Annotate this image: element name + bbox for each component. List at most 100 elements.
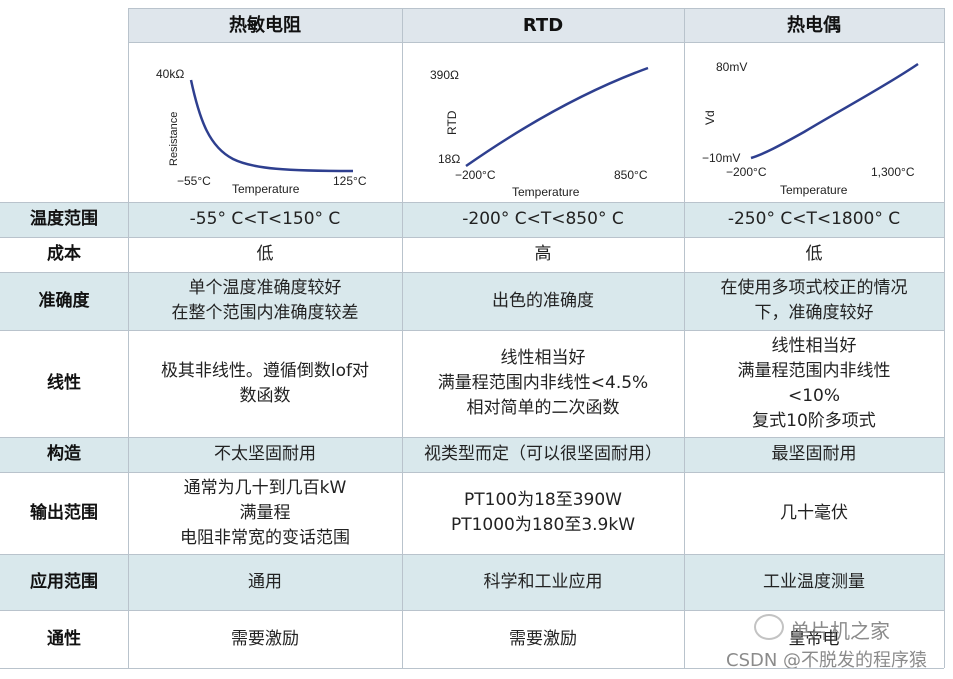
cell-line: 满量程范围内非线性 [737, 360, 891, 381]
row-label: 应用范围 [0, 554, 128, 610]
cell-thermistor: 不太坚固耐用 [128, 437, 402, 472]
cell-thermistor: 低 [128, 237, 402, 272]
cell-line: 线性相当好 [500, 348, 586, 368]
cell-line: 满量程范围内非线性<4.5% [437, 373, 649, 393]
cell-line: PT100为18至390W [464, 490, 622, 510]
thermocouple-y-top: 80mV [716, 60, 747, 74]
cell-rtd-lines: 高 [535, 242, 552, 267]
cell-line: <10% [787, 385, 841, 406]
chart-thermistor: 40kΩ Resistance −55°C Temperature 125°C [128, 42, 402, 202]
cell-line: 需要激励 [231, 628, 299, 649]
cell-rtd: PT100为18至390W PT1000为180至3.9kW [402, 472, 684, 554]
cell-rtd-lines: 出色的准确度 [492, 289, 594, 314]
cell-line: 低 [805, 244, 823, 264]
cell-thermistor-lines: 需要激励 [231, 627, 299, 652]
cell-line: 复式10阶多项式 [752, 410, 876, 431]
row-divider [0, 610, 944, 611]
thermistor-y-label: Resistance [168, 112, 180, 166]
row-label: 构造 [0, 437, 128, 472]
row-divider [0, 202, 944, 203]
cell-line: 出色的准确度 [492, 290, 594, 311]
header-blank [0, 8, 128, 42]
rtd-curve-svg: 390Ω RTD 18Ω −200°C Temperature 850°C [430, 66, 649, 199]
cell-line: 皇帝电 [788, 628, 840, 649]
thermistor-curve [189, 79, 354, 173]
rtd-y-top: 390Ω [430, 68, 459, 82]
thermistor-curve-svg: 40kΩ Resistance −55°C Temperature 125°C [156, 67, 367, 196]
thermocouple-x-left: −200°C [726, 165, 767, 179]
row-divider [128, 8, 944, 9]
cell-thermistor: 通用 [128, 554, 402, 610]
header-thermocouple: 热电偶 [684, 8, 944, 42]
row-label: 成本 [0, 237, 128, 272]
watermark-csdn: CSDN @不脱发的程序猿 [726, 650, 928, 671]
cell-thermistor: 极其非线性。遵循倒数lof对 数函数 [128, 330, 402, 437]
row-label: 线性 [0, 330, 128, 437]
row-divider [0, 554, 944, 555]
cell-thermistor-lines: 通常为几十到几百kW 满量程 电阻非常宽的变话范围 [180, 476, 350, 551]
cell-line: 通用 [248, 571, 282, 592]
cell-line: 在使用多项式校正的情况 [720, 278, 908, 298]
rtd-y-bottom: 18Ω [438, 152, 460, 166]
cell-thermocouple-lines: 最坚固耐用 [772, 442, 857, 467]
column-divider [684, 8, 685, 668]
row-label: 温度范围 [0, 202, 128, 237]
row-divider [0, 472, 944, 473]
cell-line: 需要激励 [509, 628, 577, 649]
column-divider [402, 8, 403, 668]
cell-line: 高 [534, 244, 552, 264]
cell-thermocouple: 线性相当好满量程范围内非线性 <10% 复式10阶多项式 [684, 330, 944, 437]
thermistor-x-right: 125°C [333, 174, 367, 188]
column-divider [128, 8, 129, 668]
cell-line: 视类型而定（可以很坚固耐用） [424, 444, 662, 464]
cell-rtd: 科学和工业应用 [402, 554, 684, 610]
cell-thermistor-lines: 低 [257, 242, 274, 267]
wechat-icon [754, 614, 784, 640]
cell-rtd: 线性相当好 满量程范围内非线性<4.5% 相对简单的二次函数 [402, 330, 684, 437]
cell-rtd: 需要激励 [402, 610, 684, 668]
chart-thermocouple: 80mV Vd −10mV −200°C Temperature 1,300°C [684, 42, 944, 202]
cell-rtd-lines: 视类型而定（可以很坚固耐用） [424, 442, 662, 467]
cell-rtd-lines: -200° C<T<850° C [462, 207, 623, 232]
thermistor-x-label: Temperature [232, 182, 300, 196]
chart-rtd: 390Ω RTD 18Ω −200°C Temperature 850°C [402, 42, 684, 202]
header-thermistor: 热敏电阻 [128, 8, 402, 42]
cell-thermocouple: -250° C<T<1800° C [684, 202, 944, 237]
rtd-x-label: Temperature [512, 185, 580, 199]
thermocouple-y-label: Vd [703, 110, 717, 125]
thermistor-y-top: 40kΩ [156, 67, 184, 81]
cell-thermocouple: 皇帝电 [684, 610, 944, 668]
cell-line: -250° C<T<1800° C [727, 209, 901, 229]
cell-line: -200° C<T<850° C [462, 209, 624, 229]
cell-line: 不太坚固耐用 [214, 444, 316, 464]
cell-thermistor: -55° C<T<150° C [128, 202, 402, 237]
cell-thermocouple-lines: 在使用多项式校正的情况 下，准确度较好 [721, 276, 908, 326]
cell-rtd-lines: 线性相当好 满量程范围内非线性<4.5% 相对简单的二次函数 [438, 346, 648, 421]
cell-line: 在整个范围内准确度较差 [171, 303, 359, 323]
thermocouple-x-label: Temperature [780, 183, 848, 197]
cell-thermistor: 需要激励 [128, 610, 402, 668]
cell-rtd-lines: PT100为18至390W PT1000为180至3.9kW [451, 488, 635, 538]
row-label: 准确度 [0, 272, 128, 330]
cell-thermistor-lines: 单个温度准确度较好 在整个范围内准确度较差 [172, 276, 359, 326]
cell-line: 通常为几十到几百kW [183, 477, 347, 498]
cell-thermocouple-lines: 几十毫伏 [780, 501, 848, 526]
thermocouple-curve-svg: 80mV Vd −10mV −200°C Temperature 1,300°C [702, 60, 919, 197]
rtd-curve [465, 66, 649, 168]
row-divider [0, 668, 944, 669]
row-divider [128, 42, 944, 43]
cell-line: -55° C<T<150° C [189, 209, 341, 229]
cell-thermocouple: 工业温度测量 [684, 554, 944, 610]
cell-line: 下，准确度较好 [754, 303, 874, 323]
cell-thermistor-lines: 极其非线性。遵循倒数lof对 数函数 [161, 359, 369, 409]
column-divider [944, 8, 945, 668]
cell-rtd-lines: 科学和工业应用 [484, 570, 603, 595]
cell-thermocouple: 低 [684, 237, 944, 272]
cell-thermistor-lines: 通用 [248, 570, 282, 595]
row-divider [0, 437, 944, 438]
thermocouple-curve [750, 62, 919, 160]
thermocouple-y-bottom: −10mV [702, 151, 740, 165]
rtd-x-right: 850°C [614, 168, 648, 182]
cell-line: 线性相当好 [771, 335, 857, 356]
